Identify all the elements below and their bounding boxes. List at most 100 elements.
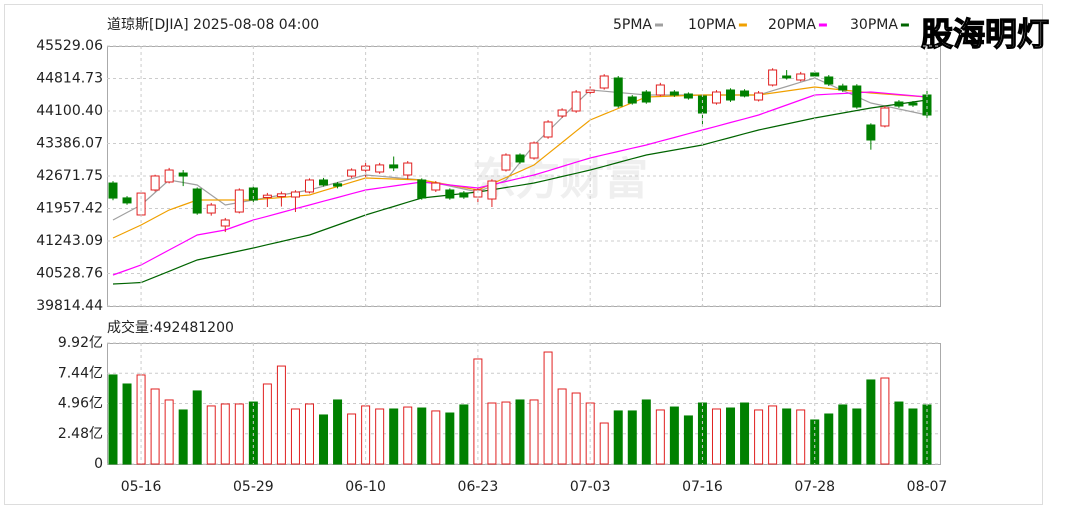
candle-body <box>304 179 314 193</box>
volume-bar <box>852 408 862 465</box>
chart-title: 道琼斯[DJIA] 2025-08-08 04:00 <box>107 17 319 33</box>
volume-bar <box>796 409 806 465</box>
volume-bar <box>487 402 497 465</box>
volume-bar <box>908 408 918 465</box>
candle-body <box>754 92 764 101</box>
candle-body <box>417 179 427 199</box>
x-tick-label: 07-28 <box>794 479 835 495</box>
y-tick-label: 4.96亿 <box>58 396 103 412</box>
volume-bar <box>880 377 890 465</box>
y-tick-label: 7.44亿 <box>58 365 103 381</box>
candle-body <box>347 169 357 177</box>
y-tick-label: 44100.40 <box>36 103 103 119</box>
volume-bar <box>894 401 904 465</box>
volume-bar <box>262 383 272 465</box>
volume-bar <box>150 388 160 465</box>
volume-bar <box>501 401 511 465</box>
volume-bar <box>641 399 651 465</box>
volume-bar <box>655 409 665 465</box>
candle-body <box>697 95 707 114</box>
volume-bar <box>108 374 118 465</box>
x-tick-label: 07-03 <box>570 479 611 495</box>
candle-body <box>333 183 343 187</box>
candle-body <box>726 89 736 101</box>
candle-body <box>599 75 609 89</box>
y-tick-label: 42671.75 <box>36 168 103 184</box>
candle-body <box>796 73 806 81</box>
volume-bar <box>234 403 244 465</box>
candle-body <box>852 85 862 108</box>
candle-body <box>445 189 455 199</box>
volume-bar <box>683 415 693 465</box>
x-tick-label: 05-29 <box>233 479 274 495</box>
y-tick-label: 41957.42 <box>36 201 103 217</box>
candle-body <box>375 164 385 173</box>
candle-body <box>403 162 413 176</box>
candle-body <box>501 154 511 171</box>
volume-bar <box>375 408 385 465</box>
x-tick-label: 06-23 <box>458 479 499 495</box>
candle-body <box>613 77 623 107</box>
volume-bar <box>122 383 132 465</box>
volume-bar <box>782 408 792 465</box>
volume-bar <box>599 422 609 465</box>
x-tick-label: 08-07 <box>907 479 948 495</box>
volume-bar <box>304 403 314 465</box>
candle-body <box>487 180 497 200</box>
candle-body <box>220 219 230 227</box>
volume-bar <box>178 409 188 465</box>
candle-body <box>234 189 244 213</box>
candle-body <box>683 93 693 99</box>
volume-bar <box>206 405 216 465</box>
candle-body <box>669 91 679 96</box>
volume-bar <box>220 403 230 465</box>
volume-bar <box>543 351 553 465</box>
candle-body <box>571 91 581 112</box>
candle-body <box>178 172 188 177</box>
volume-title: 成交量:492481200 <box>107 319 234 336</box>
x-tick-label: 06-10 <box>345 479 386 495</box>
candle-body <box>627 96 637 104</box>
y-tick-label: 39814.44 <box>36 298 103 314</box>
volume-bar <box>571 392 581 465</box>
volume-bar <box>627 410 637 465</box>
candle-body <box>515 154 525 163</box>
candle-body <box>529 142 539 159</box>
legend-label: 10PMA <box>688 17 736 33</box>
volume-bar <box>136 374 146 465</box>
legend-label: 30PMA <box>850 17 898 33</box>
candle-body <box>431 182 441 191</box>
volume-bar <box>431 410 441 465</box>
candle-body <box>192 188 202 214</box>
volume-bar <box>669 406 679 465</box>
candle-body <box>290 191 300 198</box>
volume-bar <box>866 379 876 465</box>
candle-body <box>740 90 750 97</box>
volume-bar <box>838 404 848 465</box>
candle-body <box>248 187 258 201</box>
candle-body <box>206 204 216 214</box>
y-tick-label: 2.48亿 <box>58 426 103 442</box>
candle-body <box>389 164 399 169</box>
candle-body <box>276 193 286 198</box>
candle-body <box>122 197 132 204</box>
volume-bar <box>740 402 750 465</box>
volume-bar <box>515 399 525 465</box>
volume-bar <box>276 365 286 465</box>
y-tick-label: 41243.09 <box>36 233 103 249</box>
y-tick-label: 9.92亿 <box>58 335 103 351</box>
volume-bar <box>403 406 413 465</box>
candle-body <box>543 121 553 138</box>
y-tick-label: 44814.73 <box>36 71 103 87</box>
candle-body <box>880 107 890 127</box>
candle-body <box>866 124 876 141</box>
candle-body <box>655 84 665 96</box>
y-tick-label: 45529.06 <box>36 38 103 54</box>
candle-body <box>459 192 469 198</box>
volume-bar <box>417 407 427 465</box>
candle-body <box>810 72 820 77</box>
y-tick-label: 40528.76 <box>36 266 103 282</box>
volume-bar <box>347 413 357 465</box>
candle-body <box>164 169 174 183</box>
